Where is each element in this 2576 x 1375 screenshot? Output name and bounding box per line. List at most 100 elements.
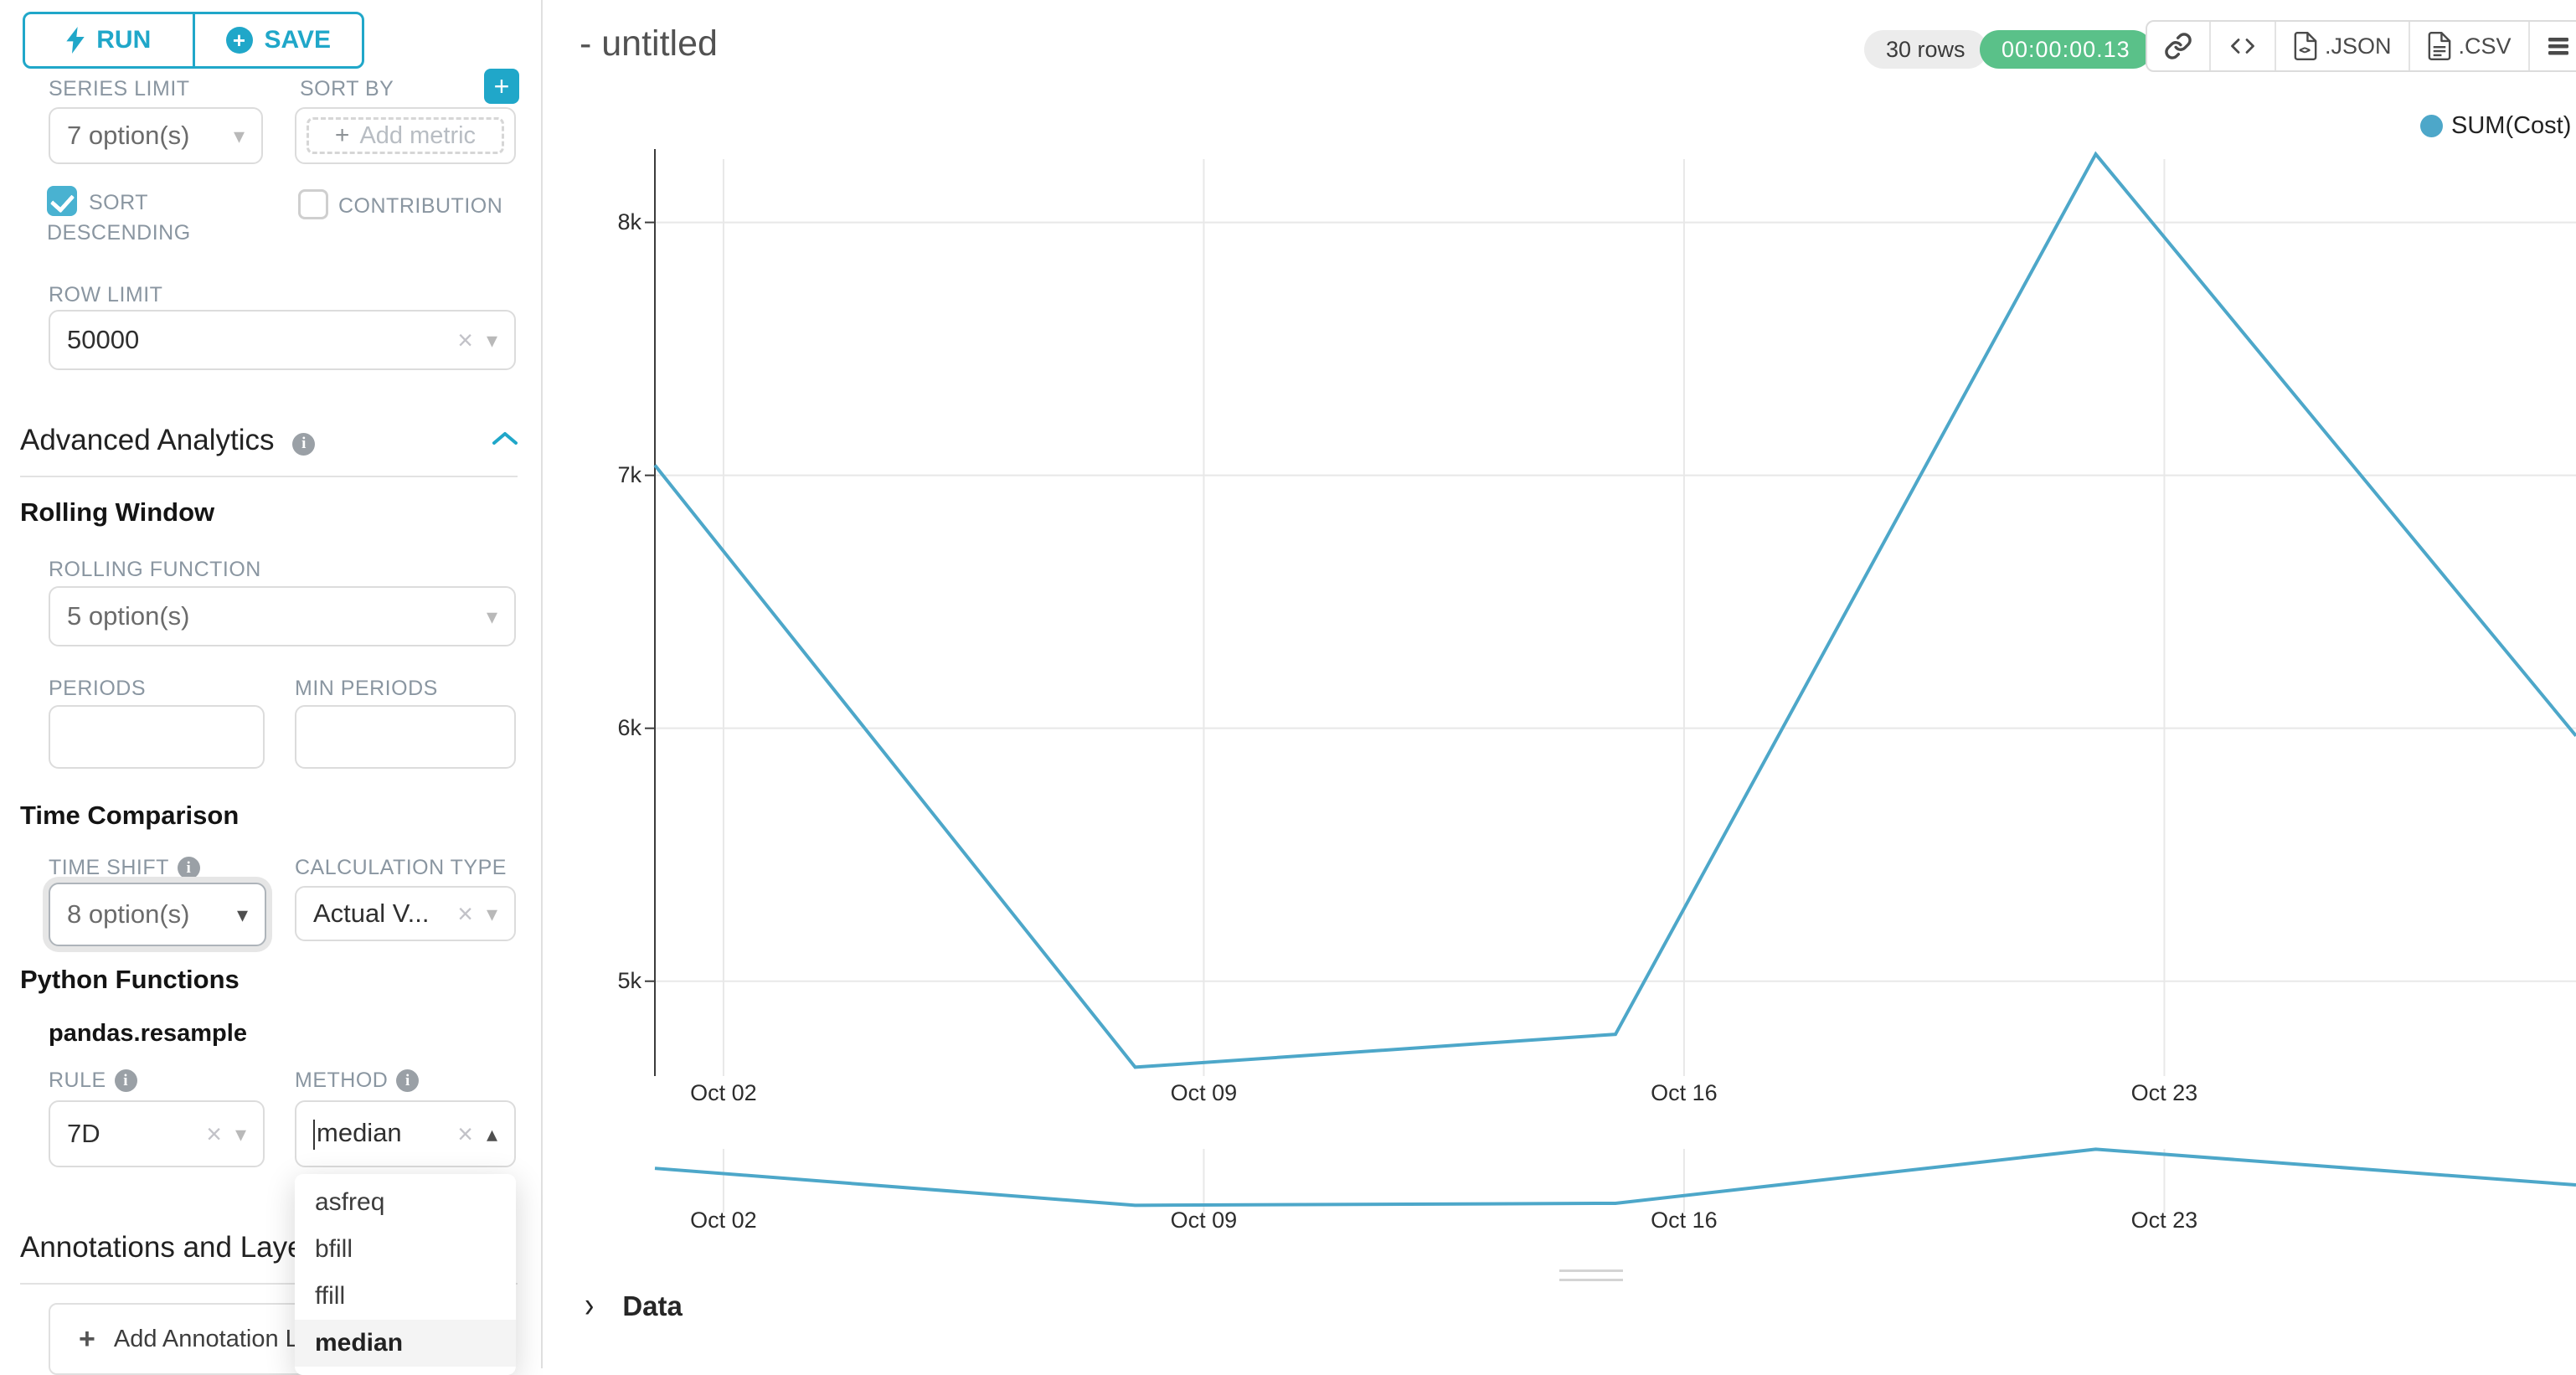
data-panel-header[interactable]: › Data (585, 1285, 683, 1326)
method-label-text: METHOD (295, 1069, 389, 1092)
advanced-analytics-title: Advanced Analytics (20, 424, 275, 456)
sort-descending-label-1: SORT (89, 191, 148, 214)
clear-icon[interactable]: × (457, 899, 473, 929)
time-comparison-heading: Time Comparison (20, 801, 240, 830)
panel-resize-handle[interactable] (1559, 1269, 1623, 1288)
chart-actions-toolbar: <> .JSON .CSV (2146, 20, 2576, 72)
series-limit-select[interactable]: 7 option(s) ▾ (49, 107, 263, 164)
periods-label: PERIODS (49, 677, 147, 700)
advanced-analytics-heading[interactable]: Advanced Analytics i (20, 424, 316, 457)
chevron-up-icon[interactable] (491, 430, 519, 447)
sort-descending-label-2: DESCENDING (47, 221, 191, 245)
clear-icon[interactable]: × (457, 325, 473, 355)
method-dropdown-list: asfreq bfill ffill median (295, 1174, 516, 1375)
x-tick-label: Oct 02 (690, 1080, 757, 1105)
row-limit-value: 50000 (67, 325, 140, 354)
embed-code-button[interactable] (2211, 22, 2276, 70)
caret-down-icon: ▾ (486, 604, 497, 629)
control-sidebar: RUN + SAVE SERIES LIMIT SORT BY + 7 opti… (0, 0, 543, 1375)
row-limit-select[interactable]: 50000 × ▾ (49, 310, 516, 370)
pandas-resample-subheading: pandas.resample (49, 1020, 247, 1047)
caret-down-icon: ▾ (236, 902, 248, 927)
y-tick-label: 8k (617, 209, 641, 234)
contribution-checkbox[interactable] (298, 189, 328, 219)
info-icon[interactable]: i (114, 1069, 137, 1092)
time-shift-select[interactable]: 8 option(s) ▾ (49, 883, 266, 946)
dropdown-option-median[interactable]: median (295, 1320, 516, 1367)
time-shift-value: 8 option(s) (67, 899, 190, 929)
plus-circle-icon: + (225, 27, 253, 54)
export-csv-button[interactable]: .CSV (2410, 22, 2530, 70)
dropdown-option-ffill[interactable]: ffill (315, 1282, 346, 1310)
rule-value: 7D (67, 1119, 100, 1148)
rolling-window-heading: Rolling Window (20, 497, 215, 527)
dropdown-option-bfill[interactable]: bfill (315, 1235, 353, 1263)
code-icon (2231, 39, 2254, 54)
chart-legend[interactable]: SUM(Cost) (2420, 112, 2571, 140)
rolling-function-label: ROLLING FUNCTION (49, 558, 261, 581)
rule-label: RULE i (49, 1069, 137, 1093)
caret-down-icon: ▾ (486, 901, 497, 926)
section-divider (20, 1283, 518, 1285)
run-button[interactable]: RUN (25, 14, 193, 66)
section-divider (20, 476, 518, 477)
caret-down-icon: ▾ (234, 1121, 246, 1146)
periods-input[interactable] (49, 705, 265, 769)
min-periods-input[interactable] (295, 705, 516, 769)
clear-icon[interactable]: × (457, 1119, 473, 1149)
export-json-button[interactable]: <> .JSON (2276, 22, 2410, 70)
save-button-label: SAVE (264, 26, 331, 54)
add-metric-button[interactable]: + Add metric (307, 117, 504, 154)
export-csv-label: .CSV (2458, 33, 2512, 59)
contribution-label: CONTRIBUTION (338, 194, 503, 218)
y-tick-label: 7k (617, 461, 641, 487)
save-button[interactable]: + SAVE (192, 14, 363, 66)
rule-select[interactable]: 7D × ▾ (49, 1100, 265, 1167)
add-sort-metric-button[interactable]: + (484, 69, 519, 104)
caret-down-icon: ▾ (486, 327, 497, 353)
hamburger-icon (2548, 38, 2568, 55)
method-combobox[interactable]: median × ▴ (295, 1100, 516, 1167)
clear-icon[interactable]: × (206, 1119, 222, 1149)
export-json-label: .JSON (2325, 33, 2392, 59)
plus-icon: + (334, 121, 350, 149)
data-panel-title: Data (622, 1290, 683, 1321)
calculation-type-value: Actual V... (313, 899, 430, 928)
mini-x-tick-label: Oct 16 (1651, 1208, 1718, 1233)
row-limit-label: ROW LIMIT (49, 283, 163, 306)
y-tick-label: 5k (617, 967, 641, 993)
add-metric-placeholder: Add metric (359, 121, 477, 149)
rolling-function-select[interactable]: 5 option(s) ▾ (49, 586, 516, 646)
info-icon[interactable]: i (292, 432, 316, 456)
plus-icon: + (79, 1322, 95, 1355)
rows-count-badge: 30 rows (1864, 30, 1987, 69)
sort-by-label: SORT BY (300, 77, 394, 100)
run-save-button-group: RUN + SAVE (23, 12, 364, 69)
rolling-function-value: 5 option(s) (67, 601, 190, 631)
copy-link-button[interactable] (2147, 22, 2211, 70)
rule-label-text: RULE (49, 1069, 106, 1092)
mini-x-tick-label: Oct 23 (2130, 1208, 2198, 1233)
y-tick-label: 6k (617, 714, 641, 740)
time-shift-label: TIME SHIFT i (49, 856, 200, 880)
page-title[interactable]: - untitled (580, 23, 718, 64)
link-icon (2165, 33, 2192, 59)
svg-text:<>: <> (2300, 46, 2311, 56)
bolt-icon (66, 27, 85, 54)
calculation-type-select[interactable]: Actual V... × ▾ (295, 886, 516, 941)
sort-descending-checkbox[interactable] (47, 186, 77, 216)
series-limit-value: 7 option(s) (67, 121, 190, 150)
chart-menu-button[interactable] (2530, 22, 2576, 70)
mini-x-tick-label: Oct 09 (1170, 1208, 1238, 1233)
info-icon[interactable]: i (177, 857, 200, 879)
info-icon[interactable]: i (396, 1069, 420, 1092)
method-value: median (317, 1118, 402, 1148)
x-tick-label: Oct 23 (2130, 1080, 2198, 1105)
python-functions-heading: Python Functions (20, 965, 240, 994)
file-json-icon: <> (2294, 32, 2317, 60)
x-tick-label: Oct 16 (1651, 1080, 1718, 1105)
legend-series-label: SUM(Cost) (2451, 112, 2572, 139)
dropdown-option-asfreq[interactable]: asfreq (315, 1188, 385, 1216)
series-limit-label: SERIES LIMIT (49, 77, 190, 100)
